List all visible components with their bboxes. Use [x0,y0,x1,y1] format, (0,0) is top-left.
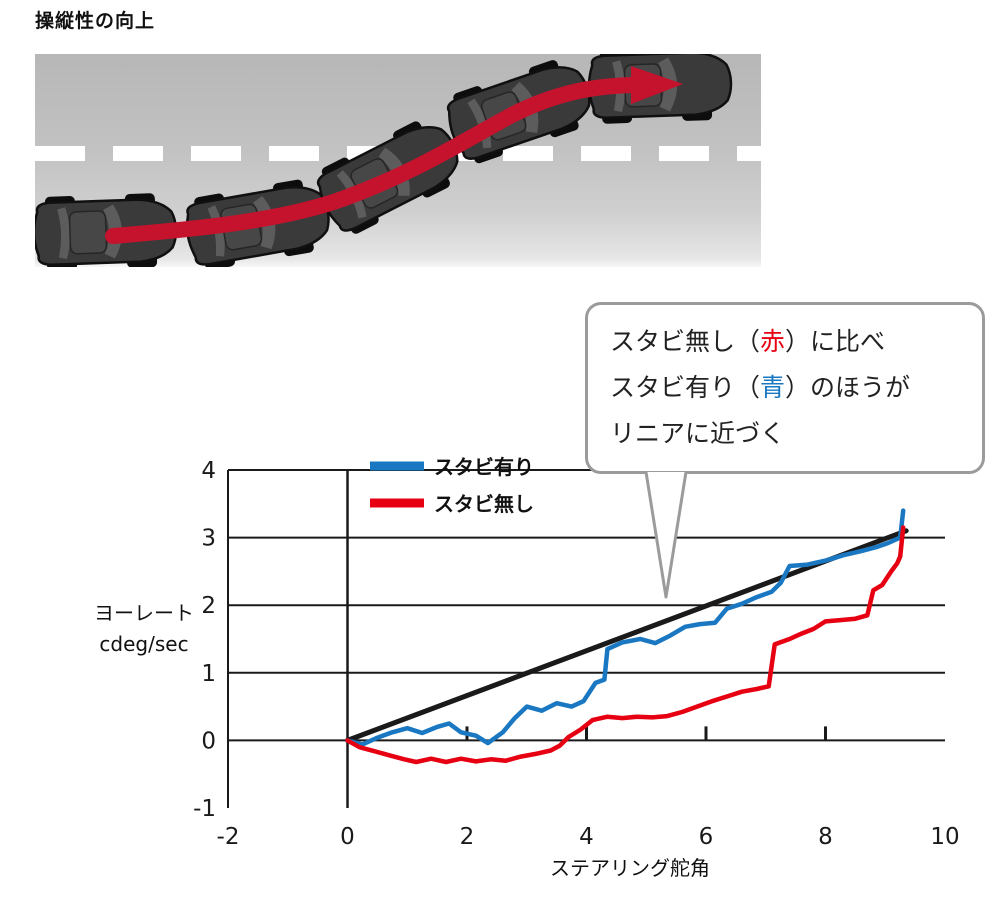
callout-line: リニアに近づく [610,411,960,457]
series-with-stabilizer [345,508,906,747]
series-linear-reference [345,528,909,743]
maneuver-arrowhead [631,66,683,104]
x-tick-label: -2 [217,824,240,850]
callout-word: ）に比べ [785,327,886,356]
callout-word: ）のほうが [785,373,911,402]
callout-text: スタビ無し（赤）に比べ スタビ有り（青）のほうが リニアに近づく [610,319,960,457]
x-tick-label: 0 [340,824,355,850]
y-tick-label: 3 [201,526,216,552]
callout-word: スタビ有り（ [610,373,761,402]
x-tick-label: 4 [579,824,594,850]
y-axis-title-line2: cdeg/sec [99,632,189,656]
x-axis-title: ステアリング舵角 [550,856,710,880]
y-axis-title-line1: ヨーレート [94,601,194,625]
y-tick-label: 2 [201,593,216,619]
legend-label-without-stabilizer: スタビ無し [434,492,534,516]
y-tick-label: -1 [193,796,216,822]
callout-word: スタビ無し（ [610,327,761,356]
y-tick-label: 4 [201,458,216,484]
x-tick-label: 10 [930,824,959,850]
series-without-stabilizer [345,525,906,765]
road-illustration [35,54,761,267]
y-tick-label: 0 [201,728,216,754]
maneuver-path-arrow [105,77,641,244]
callout-line: スタビ有り（青）のほうが [610,365,960,411]
callout-tail [644,471,688,599]
callout-line: スタビ無し（赤）に比べ [610,319,960,365]
callout-bubble: スタビ無し（赤）に比べ スタビ有り（青）のほうが リニアに近づく [585,302,985,474]
callout-word: リニアに近づく [610,419,786,448]
x-tick-label: 2 [460,824,475,850]
legend-label-with-stabilizer: スタビ有り [434,455,534,479]
x-tick-label: 6 [699,824,714,850]
callout-colored-word: 赤 [760,327,786,356]
y-tick-label: 1 [201,661,216,687]
x-tick-label: 8 [818,824,833,850]
maneuver-illustration [35,54,734,267]
page-title: 操縦性の向上 [35,10,156,32]
callout-colored-word: 青 [760,373,786,402]
y-axis-title: ヨーレート cdeg/sec [78,598,210,660]
